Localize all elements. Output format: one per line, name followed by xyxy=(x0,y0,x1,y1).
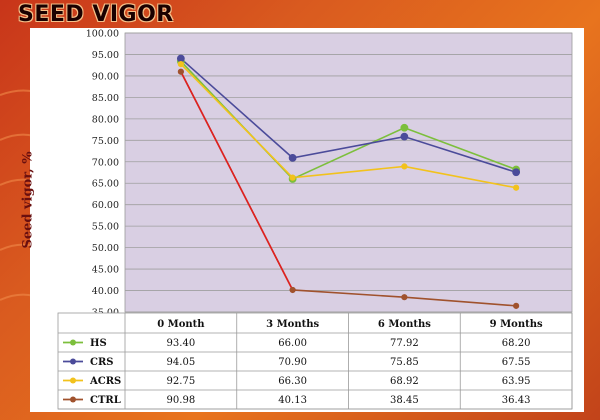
data-label: 68.20 xyxy=(502,338,531,349)
y-tick-label: 80.00 xyxy=(92,114,119,125)
legend-label-crs: CRS xyxy=(90,357,114,368)
y-tick-label: 100.00 xyxy=(86,29,119,40)
data-point-acrs xyxy=(401,163,408,170)
y-tick-label: 95.00 xyxy=(92,50,119,61)
legend-marker-crs xyxy=(70,358,76,365)
x-tick-label: 0 Month xyxy=(157,319,205,330)
data-table xyxy=(57,312,573,410)
data-point-acrs xyxy=(177,61,184,68)
data-label: 70.90 xyxy=(278,357,307,368)
data-point-crs xyxy=(400,132,409,141)
legend-marker-hs xyxy=(70,339,76,346)
y-tick-label: 60.00 xyxy=(92,200,119,211)
data-label: 36.43 xyxy=(502,395,531,406)
data-label: 66.00 xyxy=(278,338,307,349)
y-tick-label: 90.00 xyxy=(92,71,119,82)
data-label: 94.05 xyxy=(167,357,196,368)
y-tick-label: 75.00 xyxy=(92,136,119,147)
y-tick-label: 70.00 xyxy=(92,157,119,168)
series-line-ctrl-highlight xyxy=(180,71,294,291)
legend-marker-acrs xyxy=(70,377,76,384)
data-point-ctrl xyxy=(513,302,520,309)
x-tick-label: 3 Months xyxy=(266,319,319,330)
data-point-ctrl xyxy=(289,286,296,294)
x-tick-label: 6 Months xyxy=(378,319,431,330)
data-label: 77.92 xyxy=(390,338,419,349)
data-label: 67.55 xyxy=(502,357,531,368)
data-point-acrs xyxy=(513,184,520,191)
data-point-crs xyxy=(512,168,521,177)
data-point-hs xyxy=(400,123,409,132)
legend-marker-ctrl xyxy=(70,396,76,403)
y-tick-label: 85.00 xyxy=(92,93,119,104)
data-point-ctrl xyxy=(177,68,184,75)
data-label: 68.92 xyxy=(390,376,419,387)
data-label: 92.75 xyxy=(167,376,196,387)
data-label: 93.40 xyxy=(167,338,196,349)
data-label: 75.85 xyxy=(390,357,419,368)
x-tick-label: 9 Months xyxy=(490,319,543,330)
slide-title: SEED VIGOR xyxy=(18,2,174,27)
data-label: 63.95 xyxy=(502,376,531,387)
y-tick-label: 45.00 xyxy=(92,265,119,276)
series-line-acrs xyxy=(180,63,517,189)
legend-label-hs: HS xyxy=(90,338,107,349)
data-point-acrs xyxy=(289,174,296,181)
data-point-crs xyxy=(288,154,297,162)
data-label: 40.13 xyxy=(278,395,307,406)
y-tick-label: 65.00 xyxy=(92,179,119,190)
y-tick-label: 50.00 xyxy=(92,243,119,254)
legend-label-ctrl: CTRL xyxy=(90,395,121,406)
data-point-ctrl xyxy=(401,294,408,301)
series-line-crs xyxy=(180,57,517,174)
legend-label-acrs: ACRS xyxy=(89,376,121,387)
data-label: 66.30 xyxy=(278,376,307,387)
y-tick-label: 55.00 xyxy=(92,222,119,233)
y-tick-label: 40.00 xyxy=(92,286,119,297)
data-label: 90.98 xyxy=(167,395,196,406)
data-label: 38.45 xyxy=(390,395,419,406)
